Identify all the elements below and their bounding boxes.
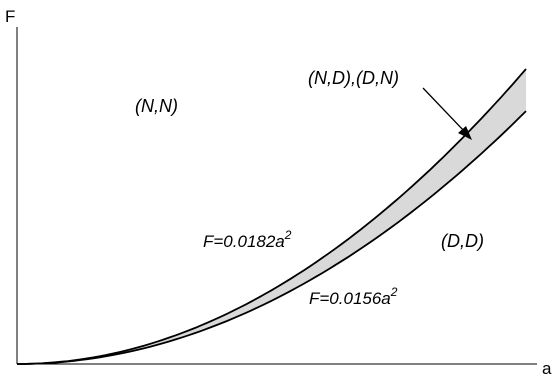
y-axis-label: F bbox=[5, 7, 15, 26]
lower-curve-formula-exponent: 2 bbox=[390, 285, 398, 299]
mixed-boundary-band bbox=[17, 69, 526, 364]
upper-curve-formula: F=0.0182a2 bbox=[203, 228, 292, 251]
upper-curve-formula-base: F=0.0182a bbox=[203, 232, 285, 251]
band-pointer-arrowhead bbox=[458, 126, 472, 140]
lower-curve-formula: F=0.0156a2 bbox=[309, 285, 398, 308]
lower-boundary-curve bbox=[17, 110, 527, 365]
region-label-nd-dn: (N,D),(D,N) bbox=[308, 68, 399, 88]
upper-boundary-curve bbox=[17, 68, 527, 365]
region-label-nn: (N,N) bbox=[135, 96, 178, 116]
region-label-dd: (D,D) bbox=[441, 231, 484, 251]
band-pointer-line bbox=[422, 87, 466, 133]
x-axis-label: a bbox=[542, 359, 552, 378]
upper-curve-formula-exponent: 2 bbox=[284, 228, 292, 242]
lower-curve-formula-base: F=0.0156a bbox=[309, 289, 391, 308]
